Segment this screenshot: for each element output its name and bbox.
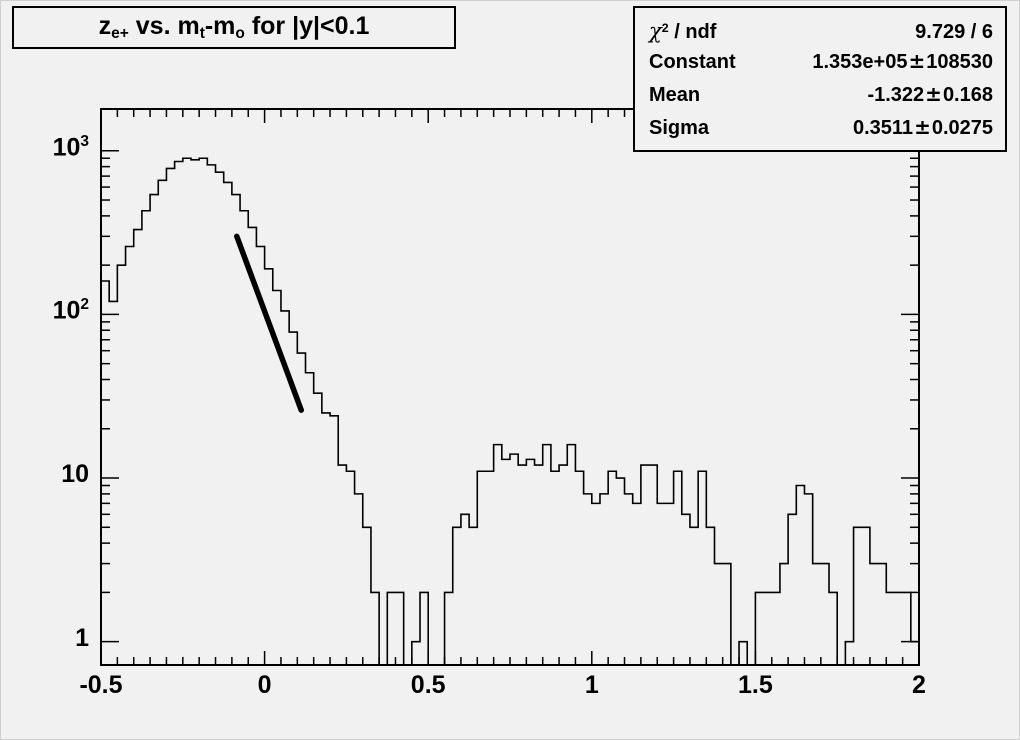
stats-label-constant: Constant <box>649 51 736 73</box>
plot-title-box: ze+ vs. mt-mo for |y|<0.1 <box>12 6 456 49</box>
x-tick-label: 1.5 <box>738 671 773 699</box>
plot-title-text: ze+ vs. mt-mo for |y|<0.1 <box>98 12 370 42</box>
plot-frame-rect <box>100 108 920 666</box>
y-tick-label: 103 <box>52 132 89 162</box>
stats-label-sigma: Sigma <box>649 117 710 139</box>
axis-ticks <box>100 109 920 665</box>
stats-row-sigma: Sigma 0.3511±0.0275 <box>649 111 993 144</box>
histogram-curve <box>101 157 920 666</box>
fit-line <box>234 233 304 413</box>
stats-value-mean: -1.322±0.168 <box>867 82 993 106</box>
stats-row-constant: Constant 1.353e+05±108530 <box>649 45 993 78</box>
x-tick-label: 0 <box>257 671 272 699</box>
y-tick-label: 1 <box>75 623 89 652</box>
x-tick-label: -0.5 <box>79 671 123 699</box>
x-tick-label: 0.5 <box>410 671 446 699</box>
stats-row-chi2: χ2 / ndf 9.729 / 6 <box>649 12 993 45</box>
axis-frame <box>100 108 920 666</box>
fit-line-group <box>234 233 304 413</box>
x-tick-label: 1 <box>584 671 599 699</box>
stats-value-constant: 1.353e+05±108530 <box>812 49 993 73</box>
stats-value-chi2: 9.729 / 6 <box>915 21 993 44</box>
x-tick-label: 2 <box>912 671 926 699</box>
histogram-outline <box>101 157 920 666</box>
y-tick-label: 102 <box>52 296 89 325</box>
stats-value-sigma: 0.3511±0.0275 <box>852 115 993 139</box>
fit-statistics-box: χ2 / ndf 9.729 / 6 Constant 1.353e+05±10… <box>633 6 1007 152</box>
stats-row-mean: Mean -1.322±0.168 <box>649 78 993 111</box>
stats-label-chi2: χ2 / ndf <box>649 19 717 44</box>
y-tick-label: 10 <box>61 460 89 489</box>
stats-label-mean: Mean <box>649 84 701 106</box>
